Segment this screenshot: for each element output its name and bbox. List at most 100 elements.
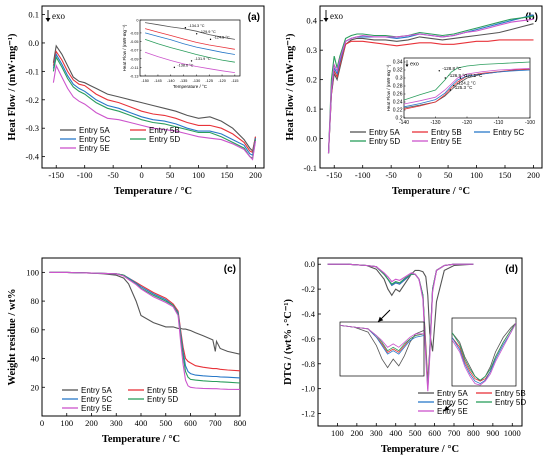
x-tick-label: 800 [234,418,247,428]
inset-y-label: Heat Flow / (mW·mg⁻¹) [122,24,127,71]
y-axis-label: DTG / (wt% ·°C⁻¹) [283,298,294,385]
inset-x-tick-label: -120 [462,120,472,126]
legend-entry: Entry 5C [81,395,112,404]
x-tick-label: 200 [350,428,363,438]
panel-b-frame [319,5,543,169]
inset-x-tick-label: -150 [141,79,149,83]
inset-x-tick-label: -120 [218,79,226,83]
legend-entry: Entry 5A [437,389,468,398]
inset-annotation-marker [438,70,440,72]
x-tick-label: 50 [444,170,453,180]
x-tick-label: 100 [60,418,73,428]
legend-entry: Entry 5D [369,137,400,146]
x-tick-label: 400 [389,428,402,438]
legend-entry: Entry 5C [79,135,110,144]
x-tick-label: 50 [166,170,175,180]
x-tick-label: 200 [85,418,98,428]
x-tick-label: 1000 [504,428,521,438]
legend-entry: Entry 5C [493,128,524,137]
x-tick-label: 0 [139,170,143,180]
x-tick-label: 900 [486,428,499,438]
y-tick-label: 0.1 [28,10,39,20]
y-tick-label: -1.2 [302,409,315,419]
inset-series-line [452,322,516,381]
x-tick-label: -100 [355,170,371,180]
series-line [52,55,257,159]
inset-y-tick-label: 0.2 [396,116,403,122]
inset-annotation: -131.9 °C [195,57,211,61]
inset-y-tick-label: -0.03 [130,31,139,35]
y-axis-label: Heat Flow / (mW·mg⁻¹) [285,33,296,140]
panel-c-frame [41,257,241,417]
x-tick-label: 0 [40,418,44,428]
x-tick-label: 500 [159,418,172,428]
inset-x-tick-label: -130 [430,120,440,126]
inset-x-tick-label: -145 [154,79,162,83]
pointer-arrow-icon-head [444,405,450,411]
y-tick-label: -0.4 [26,152,40,162]
y-tick-label: 0.2 [306,75,317,85]
x-tick-label: 500 [409,428,422,438]
inset-annotation-marker [453,84,455,87]
inset-annotation: -138.6 °C [177,63,193,67]
x-axis-label: Temperature / °C [381,444,459,455]
legend-entry: Entry 5A [369,128,400,137]
legend-entry: Entry 5B [149,126,180,135]
series-group [327,263,474,392]
inset-frame [339,321,425,377]
inset-y-tick-label: 0.26 [393,92,403,98]
inset-y-tick-label: -0.13 [130,75,139,79]
y-axis-label: Weight residue / wt% [7,289,18,386]
inset-y-tick-label: -0.11 [130,66,138,70]
y-tick-label: 0.4 [306,16,317,26]
panel-b: -150 -100 -50 0 50 100 150 200 0.4 0.3 0.2 0.1 0.0 -0… [285,5,543,197]
inset-y-tick-label: 0 [136,19,138,23]
x-tick-label: 0 [417,170,421,180]
inset-a: -150 -145 -140 -135 -130 -125 -120 -115 0 -0.03 -0… [122,19,241,89]
pointer-arrow-icon-head [378,316,384,322]
x-tick-label: 150 [221,170,234,180]
x-tick-label: 400 [135,418,148,428]
inset-annotation: -128.8 °C [442,66,462,71]
x-tick-label: 100 [331,428,344,438]
y-tick-label: -0.3 [26,123,39,133]
inset-x-tick-label: -140 [167,79,175,83]
series-line [52,44,257,153]
exo-label: exo [330,11,343,21]
inset-x-tick-label: -115 [231,79,238,83]
y-tick-label: 0.3 [306,45,317,55]
legend-entry: Entry 5C [437,398,468,407]
inset-annotation-marker [184,27,187,29]
series-group [49,271,240,390]
x-axis-label: Temperature / °C [392,186,470,197]
legend-entry: Entry 5D [149,135,180,144]
inset-y-tick-label: -0.05 [130,40,139,44]
inset-x-tick-label: -110 [494,120,504,126]
inset-series-line [144,28,235,50]
inset-annotation: -124.5 °C [214,35,230,39]
y-tick-label: 40 [31,354,40,364]
y-tick-label: -0.1 [26,66,39,76]
series-line [327,14,534,154]
inset-y-tick-label: 0.28 [393,84,403,90]
inset-exo-arrowhead-icon [405,64,409,67]
legend-entry: Entry 5A [79,126,110,135]
x-tick-label: 300 [370,428,383,438]
x-tick-label: 100 [470,170,483,180]
x-tick-label: 200 [527,170,540,180]
series-line [49,271,240,390]
panel-d: 100 200 300 400 500 600 700 800 900 1000 0.0 -0.2 -0… [283,257,526,455]
inset-series-line [452,322,516,385]
inset-annotation: -124.2 °C [457,81,477,86]
inset-series-line [340,325,424,369]
x-tick-label: 700 [448,428,461,438]
x-tick-label: -150 [326,170,342,180]
legend: Entry 5A Entry 5B Entry 5C Entry 5D Entry 5E [350,128,524,146]
inset-annotation-marker [173,66,176,69]
panel-label: (b) [525,12,538,23]
inset-series-line [452,322,516,386]
y-tick-label: -0.2 [26,95,39,105]
inset-series-line [144,32,235,55]
legend-entry: Entry 5E [79,144,110,153]
